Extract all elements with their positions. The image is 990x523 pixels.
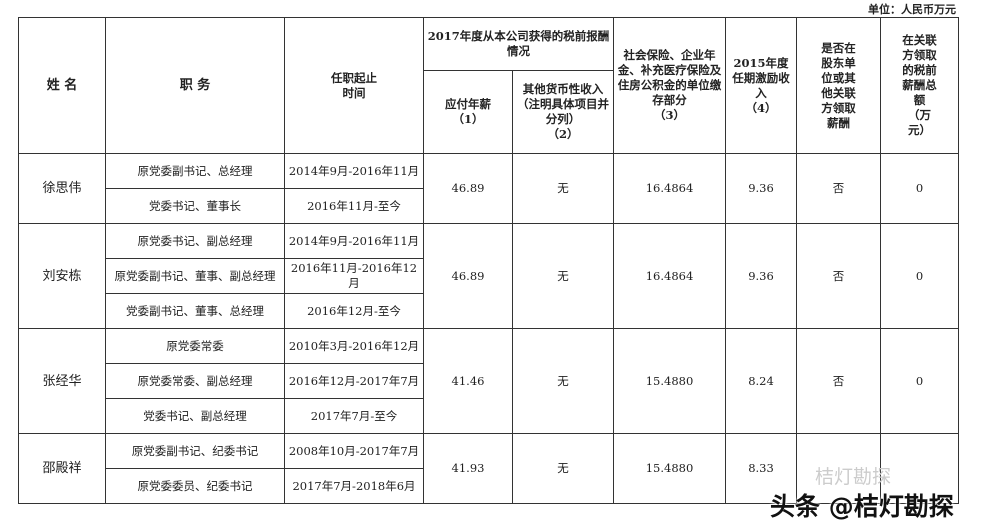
salary-cell: 41.93 — [423, 433, 513, 504]
header-other: 其他货币性收入（注明具体项目并分列） （2） — [512, 70, 614, 154]
term-cell: 2016年11月-2016年12月 — [284, 258, 424, 294]
incentive-cell: 8.24 — [725, 328, 797, 434]
social-insurance-cell: 16.4864 — [613, 153, 726, 224]
salary-cell: 41.46 — [423, 328, 513, 434]
other-income-cell: 无 — [512, 223, 614, 329]
header-term: 任职起止 时间 — [284, 17, 424, 154]
term-cell: 2016年12月-至今 — [284, 293, 424, 329]
duty-cell: 原党委副书记、纪委书记 — [105, 433, 285, 469]
other-income-cell: 无 — [512, 433, 614, 504]
other-income-cell: 无 — [512, 153, 614, 224]
header-related: 在关联方领取的税前薪酬总额 （万元） — [880, 17, 959, 154]
term-cell: 2014年9月-2016年11月 — [284, 153, 424, 189]
header-duty: 职 务 — [105, 17, 285, 154]
salary-cell: 46.89 — [423, 223, 513, 329]
table-row: 邵殿祥 原党委副书记、纪委书记 2008年10月-2017年7月 41.93 无 15.4… — [18, 433, 959, 504]
duty-cell: 党委书记、副总经理 — [105, 398, 285, 434]
header-social: 社会保险、企业年金、补充医疗保险及住房公积金的单位缴存部分 （3） — [613, 17, 726, 154]
term-cell: 2017年7月-2018年6月 — [284, 468, 424, 504]
person-name: 徐思伟 — [18, 153, 106, 224]
other-income-cell: 无 — [512, 328, 614, 434]
person-name: 张经华 — [18, 328, 106, 434]
duty-cell: 党委书记、董事长 — [105, 188, 285, 224]
table-row: 党委书记、副总经理 2017年7月-至今 — [19, 398, 959, 434]
watermark-faint: 桔灯勘探 — [815, 466, 892, 488]
table-row: 原党委副书记、董事、副总经理 2016年11月-2016年12月 — [19, 258, 959, 294]
term-cell: 2010年3月-2016年12月 — [284, 328, 424, 364]
social-insurance-cell: 16.4864 — [613, 223, 726, 329]
related-pay-cell: 0 — [880, 223, 959, 329]
term-cell: 2017年7月-至今 — [284, 398, 424, 434]
shareholder-pay-cell: 否 — [796, 223, 881, 329]
header-name: 姓 名 — [18, 17, 106, 154]
duty-cell: 原党委副书记、董事、副总经理 — [105, 258, 285, 294]
unit-label: 单位：人民币万元 — [868, 3, 956, 16]
compensation-table: 姓 名 职 务 任职起止 时间 2017年度从本公司获得的税前报酬情况 社会保险… — [18, 17, 959, 504]
term-cell: 2016年12月-2017年7月 — [284, 363, 424, 399]
shareholder-pay-cell: 否 — [796, 153, 881, 224]
incentive-cell: 9.36 — [725, 153, 797, 224]
table-row: 张经华 原党委常委 2010年3月-2016年12月 41.46 无 15.4880 8.2… — [18, 328, 959, 434]
related-pay-cell: 0 — [880, 153, 959, 224]
related-pay-cell: 0 — [880, 328, 959, 434]
social-insurance-cell: 15.4880 — [613, 328, 726, 434]
watermark: 头条 @桔灯勘探 — [770, 492, 954, 521]
table-row: 党委书记、董事长 2016年11月-至今 — [19, 188, 959, 224]
duty-cell: 原党委常委、副总经理 — [105, 363, 285, 399]
incentive-cell: 9.36 — [725, 223, 797, 329]
person-name: 邵殿祥 — [18, 433, 106, 504]
table-row: 党委副书记、董事、总经理 2016年12月-至今 — [19, 293, 959, 329]
header-incentive: 2015年度任期激励收入 （4） — [725, 17, 797, 154]
shareholder-pay-cell: 否 — [796, 328, 881, 434]
header-group: 2017年度从本公司获得的税前报酬情况 — [423, 17, 614, 71]
salary-cell: 46.89 — [423, 153, 513, 224]
table-row: 刘安栋 原党委书记、副总经理 2014年9月-2016年11月 46.89 无 16.48… — [18, 223, 959, 329]
duty-cell: 原党委副书记、总经理 — [105, 153, 285, 189]
term-cell: 2008年10月-2017年7月 — [284, 433, 424, 469]
duty-cell: 原党委委员、纪委书记 — [105, 468, 285, 504]
incentive-cell: 8.33 — [725, 433, 797, 504]
header-salary: 应付年薪 （1） — [423, 70, 513, 154]
term-cell: 2014年9月-2016年11月 — [284, 223, 424, 259]
social-insurance-cell: 15.4880 — [613, 433, 726, 504]
term-cell: 2016年11月-至今 — [284, 188, 424, 224]
header-shareholder: 是否在股东单位或其他关联方领取薪酬 — [796, 17, 881, 154]
table-row: 原党委常委、副总经理 2016年12月-2017年7月 — [19, 363, 959, 399]
person-name: 刘安栋 — [18, 223, 106, 329]
duty-cell: 原党委常委 — [105, 328, 285, 364]
duty-cell: 党委副书记、董事、总经理 — [105, 293, 285, 329]
duty-cell: 原党委书记、副总经理 — [105, 223, 285, 259]
table-row: 原党委委员、纪委书记 2017年7月-2018年6月 — [19, 468, 959, 504]
table-row: 徐思伟 原党委副书记、总经理 2014年9月-2016年11月 46.89 无 16.48… — [18, 153, 959, 224]
related-pay-cell — [880, 433, 959, 504]
shareholder-pay-cell — [796, 433, 881, 504]
